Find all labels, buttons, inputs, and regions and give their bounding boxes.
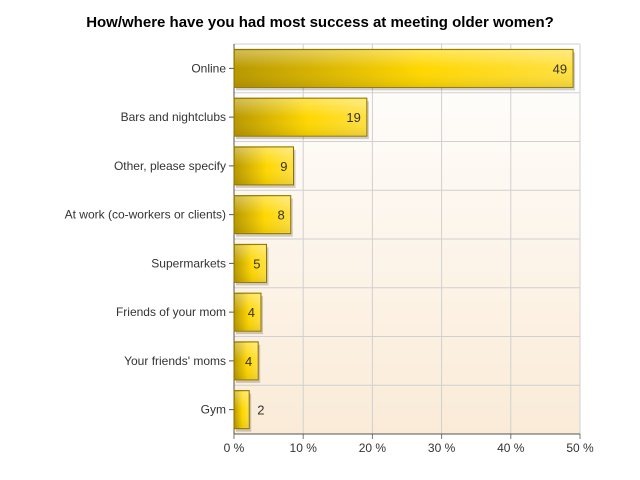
x-tick-label: 40 %: [497, 441, 525, 455]
bar-value-label: 5: [253, 256, 260, 271]
x-tick-label: 10 %: [290, 441, 318, 455]
bar-highlight: [235, 391, 249, 428]
bar-highlight: [235, 342, 258, 379]
bar-value-label: 2: [257, 403, 264, 418]
category-label: Friends of your mom: [116, 305, 226, 319]
category-label: Gym: [201, 403, 226, 417]
chart-title: How/where have you had most success at m…: [86, 14, 554, 31]
category-label: Supermarkets: [151, 256, 226, 270]
bar-value-label: 49: [553, 61, 567, 76]
x-tick-label: 20 %: [359, 441, 387, 455]
x-tick-label: 50 %: [566, 441, 594, 455]
category-label: Other, please specify: [114, 159, 226, 173]
category-label: Bars and nightclubs: [121, 110, 226, 124]
category-label: At work (co-workers or clients): [65, 208, 226, 222]
bar-value-label: 19: [346, 110, 360, 125]
bar-highlight: [235, 50, 573, 87]
bar-value-label: 9: [280, 159, 287, 174]
bar-value-label: 4: [248, 305, 255, 320]
bar-value-label: 4: [245, 354, 252, 369]
bar-highlight: [235, 294, 260, 331]
x-tick-label: 30 %: [428, 441, 456, 455]
bar-highlight: [235, 147, 293, 184]
bar-value-label: 8: [278, 208, 285, 223]
bar-highlight: [235, 196, 290, 233]
bar-highlight: [235, 245, 266, 282]
bar-highlight: [235, 99, 366, 136]
category-label: Your friends' moms: [124, 354, 226, 368]
category-label: Online: [191, 61, 226, 75]
x-tick-label: 0 %: [224, 441, 245, 455]
